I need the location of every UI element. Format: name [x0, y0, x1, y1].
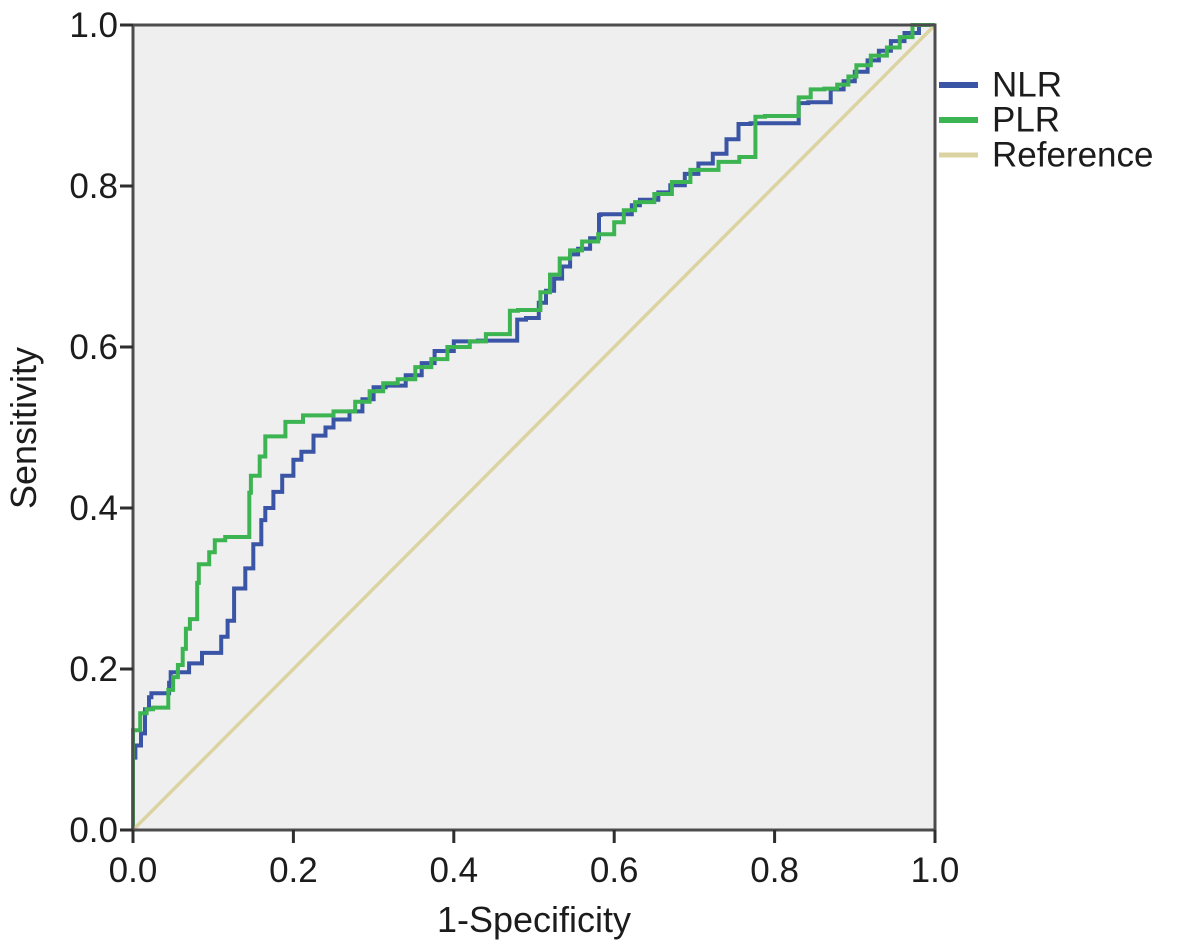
- x-tick-label: 0.4: [429, 851, 478, 890]
- curve-reference: [131, 23, 937, 832]
- x-tick-label: 1.0: [911, 851, 960, 890]
- x-tick-label: 0.0: [109, 851, 158, 890]
- y-tick-label: 0.0: [69, 811, 118, 850]
- legend-label-nlr: NLR: [992, 66, 1062, 105]
- legend-label-plr: PLR: [992, 101, 1060, 140]
- y-tick-label: 1.0: [69, 6, 118, 45]
- y-axis-title: Sensitivity: [3, 347, 44, 509]
- y-tick-label: 0.2: [69, 650, 118, 689]
- plot-border: [131, 23, 937, 832]
- y-tick-label: 0.8: [69, 167, 118, 206]
- x-axis-title: 1-Specificity: [437, 899, 631, 940]
- curve-plr: [131, 23, 935, 830]
- y-axis-ticks: 0.0 0.2 0.4 0.6 0.8 1.0: [69, 6, 133, 850]
- y-tick-label: 0.4: [69, 489, 118, 528]
- x-tick-label: 0.2: [269, 851, 318, 890]
- x-tick-label: 0.6: [590, 851, 639, 890]
- legend-label-reference: Reference: [992, 136, 1153, 175]
- y-tick-label: 0.6: [69, 328, 118, 367]
- roc-curves: [131, 23, 937, 832]
- x-tick-label: 0.8: [750, 851, 799, 890]
- x-axis-ticks: 0.0 0.2 0.4 0.6 0.8 1.0: [109, 830, 960, 890]
